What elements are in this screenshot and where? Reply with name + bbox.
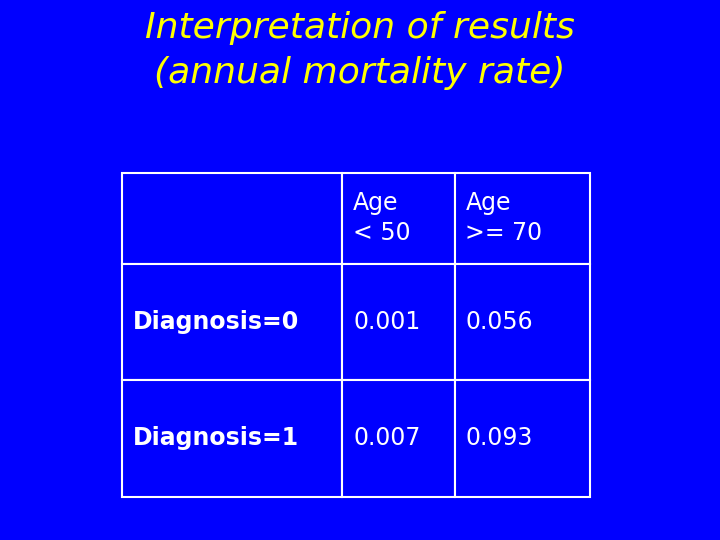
Bar [343, 264, 455, 380]
Bar [122, 264, 342, 380]
Text: Age
>= 70: Age >= 70 [465, 191, 543, 245]
Text: Diagnosis=1: Diagnosis=1 [133, 427, 300, 450]
Text: 0.056: 0.056 [465, 310, 533, 334]
Text: Diagnosis=0: Diagnosis=0 [133, 310, 300, 334]
Text: 0.001: 0.001 [353, 310, 420, 334]
Bar [343, 173, 455, 264]
Bar [343, 380, 455, 497]
Text: 0.093: 0.093 [465, 427, 533, 450]
Text: 0.007: 0.007 [353, 427, 420, 450]
Text: Interpretation of results
(annual mortality rate): Interpretation of results (annual mortal… [145, 11, 575, 90]
Bar [455, 173, 590, 264]
Bar [455, 380, 590, 497]
Bar [455, 264, 590, 380]
Bar [122, 173, 342, 264]
Text: Age
< 50: Age < 50 [353, 191, 411, 245]
Bar [122, 380, 342, 497]
